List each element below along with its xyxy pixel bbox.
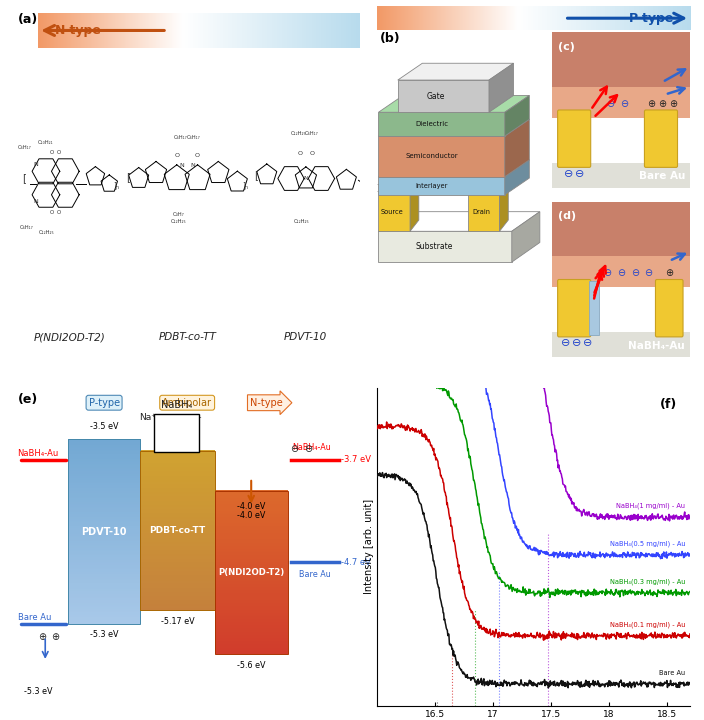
Text: PDVT-10: PDVT-10	[82, 526, 127, 536]
Text: O: O	[50, 150, 54, 155]
FancyBboxPatch shape	[154, 413, 199, 451]
Text: [: [	[127, 171, 130, 181]
Text: ]ₙ: ]ₙ	[113, 181, 119, 190]
Text: (a): (a)	[18, 13, 38, 26]
Text: -5.6 eV: -5.6 eV	[237, 661, 265, 670]
Text: ⊖: ⊖	[304, 444, 313, 454]
Text: (f): (f)	[660, 397, 677, 410]
Text: ]ₙ: ]ₙ	[376, 183, 382, 192]
Text: C₁₂H₂₅: C₁₂H₂₅	[39, 230, 55, 235]
Text: C₁₂H₂₅: C₁₂H₂₅	[291, 131, 306, 136]
Text: O: O	[195, 153, 200, 158]
Text: C₆H₁₇: C₆H₁₇	[305, 131, 319, 136]
Text: C₁₂H₂₅: C₁₂H₂₅	[294, 220, 309, 225]
Text: Ambipolar: Ambipolar	[162, 397, 212, 408]
Text: -3.7 eV: -3.7 eV	[341, 455, 371, 464]
Text: H: H	[186, 428, 191, 437]
Text: NaBH₄(1 mg/ml) - Au: NaBH₄(1 mg/ml) - Au	[616, 503, 685, 509]
Text: N: N	[33, 161, 38, 166]
Text: Na⁺: Na⁺	[139, 413, 156, 421]
Text: Bare Au: Bare Au	[18, 613, 51, 622]
Text: O: O	[175, 153, 180, 158]
Text: -5.17 eV: -5.17 eV	[161, 617, 194, 626]
Text: P-type: P-type	[89, 397, 120, 408]
Text: N: N	[33, 199, 38, 204]
Text: [: [	[23, 174, 27, 184]
Text: NaBH₄(0.5 mg/ml) - Au: NaBH₄(0.5 mg/ml) - Au	[610, 541, 685, 547]
Text: C₁₂H₂₅: C₁₂H₂₅	[170, 220, 187, 225]
Text: O: O	[57, 150, 61, 155]
Text: H: H	[174, 414, 180, 423]
Text: -4.0 eV: -4.0 eV	[237, 502, 265, 510]
Text: NaBH₄: NaBH₄	[161, 400, 192, 410]
Text: N: N	[303, 176, 308, 181]
Text: -5.3 eV: -5.3 eV	[24, 687, 53, 696]
Text: O: O	[309, 150, 314, 156]
Text: N: N	[180, 163, 184, 168]
Text: -5.3 eV: -5.3 eV	[90, 630, 118, 639]
Text: H: H	[174, 445, 180, 454]
Text: NaBH₄-Au: NaBH₄-Au	[18, 449, 59, 459]
Text: H: H	[162, 428, 168, 437]
Text: -4.0 eV: -4.0 eV	[237, 511, 265, 521]
Text: ]ₙ: ]ₙ	[242, 181, 249, 190]
Text: Bare Au: Bare Au	[659, 670, 685, 676]
Text: C₃H₇: C₃H₇	[172, 212, 184, 217]
Text: NaBH₄(0.1 mg/ml) - Au: NaBH₄(0.1 mg/ml) - Au	[610, 621, 685, 628]
Text: PDVT-10: PDVT-10	[283, 332, 327, 342]
Text: [: [	[254, 170, 258, 180]
Text: P(NDI2OD-T2): P(NDI2OD-T2)	[218, 568, 284, 577]
Text: O: O	[57, 210, 61, 215]
Text: (b): (b)	[380, 32, 401, 45]
Text: PDBT-co-TT: PDBT-co-TT	[158, 332, 216, 342]
Text: -3.61 eV: -3.61 eV	[161, 433, 194, 443]
Text: C₆H₁₇: C₆H₁₇	[18, 145, 32, 150]
Text: C₆H₁₇: C₆H₁₇	[187, 135, 201, 140]
Text: N: N	[190, 163, 195, 168]
Text: NaBH₄(0.3 mg/ml) - Au: NaBH₄(0.3 mg/ml) - Au	[610, 578, 685, 585]
Text: PDBT-co-TT: PDBT-co-TT	[149, 526, 206, 535]
Text: (e): (e)	[18, 393, 38, 406]
Text: O: O	[50, 210, 54, 215]
Text: -4.7 eV: -4.7 eV	[341, 558, 371, 567]
Text: C₁₀H₂₁: C₁₀H₂₁	[37, 140, 53, 145]
Text: ⊖: ⊖	[291, 444, 298, 454]
Text: Bare Au: Bare Au	[299, 570, 331, 579]
Text: NaBH₄-Au: NaBH₄-Au	[292, 443, 331, 452]
Text: B: B	[174, 436, 180, 445]
Text: C₆H₁₇: C₆H₁₇	[173, 135, 187, 140]
Text: ⊕: ⊕	[51, 631, 60, 642]
Text: -3.5 eV: -3.5 eV	[90, 423, 118, 431]
Text: P(NDI2OD-T2): P(NDI2OD-T2)	[34, 332, 106, 342]
Y-axis label: Intensity [arb. unit]: Intensity [arb. unit]	[364, 500, 374, 595]
Text: C₆H₁₇: C₆H₁₇	[19, 225, 33, 230]
Text: ⊕: ⊕	[38, 631, 46, 642]
Text: N-type: N-type	[251, 397, 283, 408]
Text: ⁻: ⁻	[196, 415, 201, 425]
Text: O: O	[297, 150, 302, 156]
